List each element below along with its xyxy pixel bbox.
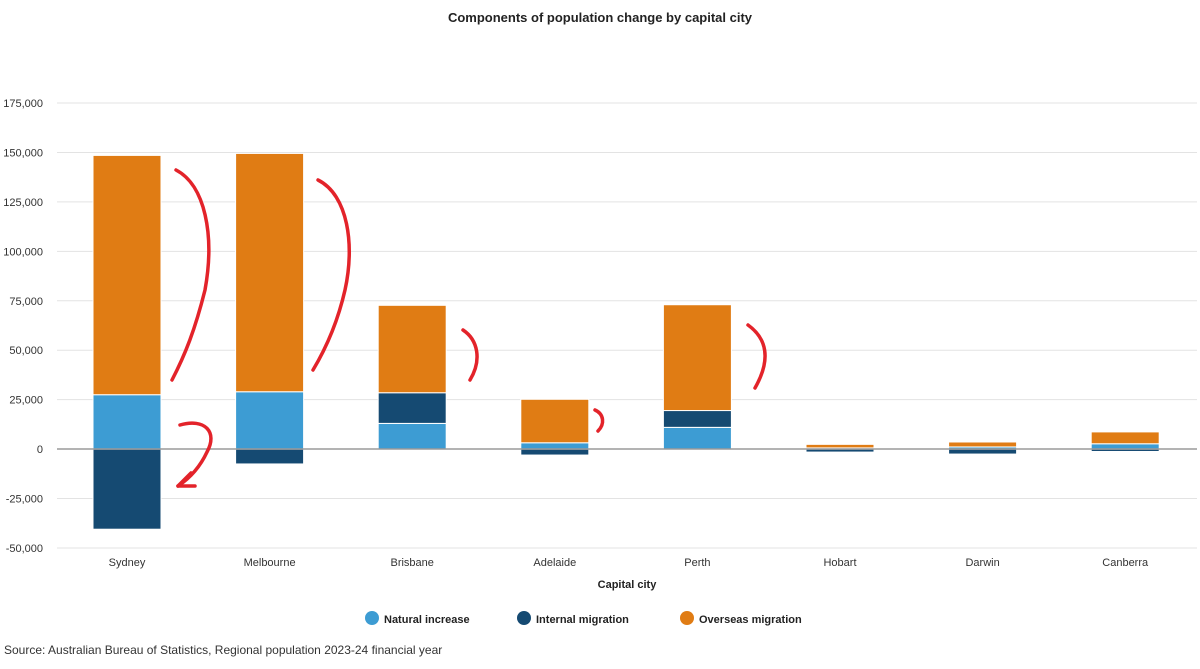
legend-label: Internal migration (536, 614, 629, 626)
legend: Natural increase Internal migration Overse… (365, 611, 802, 626)
y-tick-label: 125,000 (3, 197, 43, 209)
grid-lines (57, 102, 1197, 549)
x-tick-label: Melbourne (244, 557, 296, 569)
bar-brisbane-internal-migration (377, 392, 447, 424)
bar-hobart-overseas-migration (805, 443, 875, 449)
x-tick-label: Adelaide (533, 557, 576, 569)
bar-adelaide-internal-migration (520, 448, 590, 456)
melbourne-curved-arrow (311, 178, 351, 372)
x-tick-label: Canberra (1102, 557, 1149, 569)
bar-canberra-overseas-migration (1090, 431, 1160, 445)
bar-sydney-natural-increase (92, 394, 162, 450)
y-tick-label: 75,000 (9, 296, 43, 308)
perth-curved-arrow (746, 323, 767, 390)
bar-darwin-overseas-migration (948, 441, 1018, 448)
bar-darwin-internal-migration (948, 448, 1018, 455)
bar-perth-overseas-migration (662, 304, 732, 412)
legend-item[interactable]: Internal migration (517, 611, 629, 626)
source-note: Source: Australian Bureau of Statistics,… (4, 643, 443, 657)
legend-swatch (517, 611, 531, 625)
legend-swatch (680, 611, 694, 625)
x-axis-ticks: Sydney Melbourne Brisbane Adelaide Perth Hoba… (109, 557, 1149, 569)
x-tick-label: Darwin (965, 557, 999, 569)
legend-label: Natural increase (384, 614, 470, 626)
bar-sydney-internal-migration (92, 448, 162, 530)
brisbane-curved-arrow (461, 328, 479, 382)
x-tick-label: Hobart (823, 557, 856, 569)
x-tick-label: Brisbane (390, 557, 433, 569)
y-tick-label: 175,000 (3, 98, 43, 110)
bar-melbourne-overseas-migration (235, 152, 305, 393)
hand-drawn-annotations (170, 168, 767, 488)
bar-melbourne-natural-increase (235, 391, 305, 450)
adelaide-curved-arrow (593, 408, 605, 433)
y-tick-label: 100,000 (3, 246, 43, 258)
legend-item[interactable]: Natural increase (365, 611, 470, 626)
y-tick-label: 25,000 (9, 395, 43, 407)
bar-adelaide-natural-increase (520, 442, 590, 450)
bar-sydney-overseas-migration (92, 154, 162, 396)
y-tick-label: 50,000 (9, 345, 43, 357)
x-tick-label: Perth (684, 557, 710, 569)
legend-label: Overseas migration (699, 614, 802, 626)
bar-melbourne-internal-migration (235, 448, 305, 465)
legend-swatch (365, 611, 379, 625)
bar-adelaide-overseas-migration (520, 398, 590, 444)
x-axis-label: Capital city (598, 579, 658, 591)
legend-item[interactable]: Overseas migration (680, 611, 802, 626)
y-axis-ticks: -50,000 -25,000 0 25,000 50,000 75,000 100,000… (3, 98, 43, 555)
sydney-hook-arrowhead (176, 471, 197, 488)
y-tick-label: 150,000 (3, 147, 43, 159)
bar-perth-natural-increase (662, 426, 732, 450)
sydney-curved-arrow (170, 168, 211, 382)
bar-brisbane-overseas-migration (377, 304, 447, 394)
y-tick-label: 0 (37, 444, 43, 456)
bar-brisbane-natural-increase (377, 422, 447, 450)
sydney-hook-arrow (176, 421, 213, 488)
x-tick-label: Sydney (109, 557, 146, 569)
chart-title: Components of population change by capit… (448, 10, 753, 25)
y-tick-label: -25,000 (6, 494, 43, 506)
y-tick-label: -50,000 (6, 543, 43, 555)
bars (92, 152, 1160, 530)
bar-perth-internal-migration (662, 410, 732, 428)
